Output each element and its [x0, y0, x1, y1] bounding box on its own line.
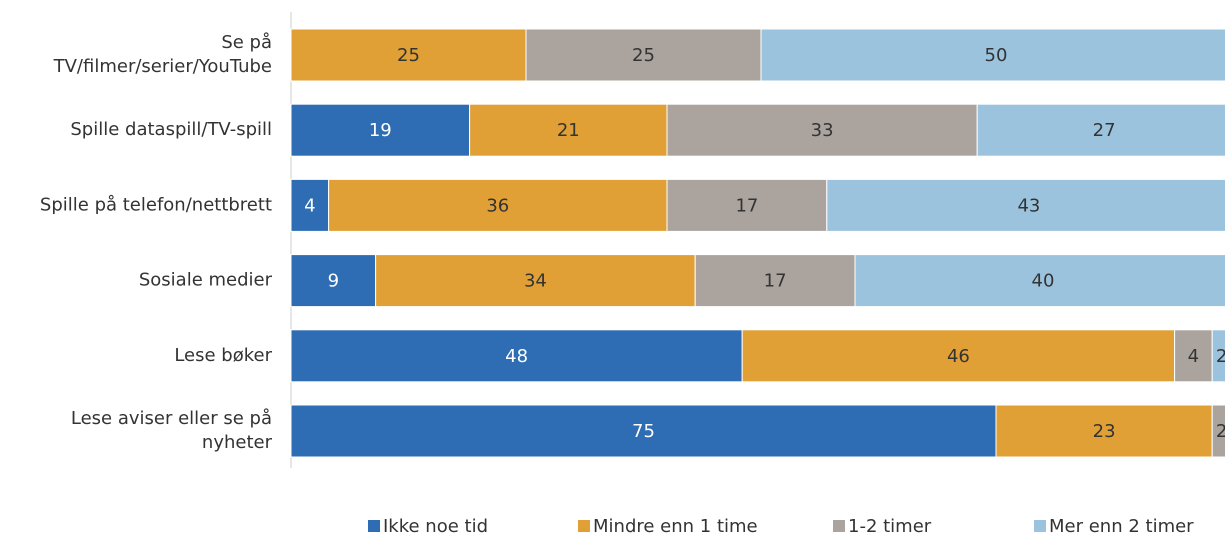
- legend-label: Mer enn 2 timer: [1049, 516, 1194, 537]
- bar-segment: [525, 28, 762, 82]
- bar-segment: [854, 254, 1225, 308]
- y-tick-label: Lese aviser eller se på nyheter: [71, 408, 273, 453]
- bar-segment: [290, 254, 377, 308]
- data-label: 17: [735, 195, 758, 216]
- legend-swatch: [833, 520, 845, 532]
- bar-segment: [1211, 329, 1225, 383]
- data-label: 43: [1017, 195, 1040, 216]
- legend-swatch: [1034, 520, 1046, 532]
- data-label: 50: [985, 45, 1008, 66]
- data-label: 75: [632, 421, 655, 442]
- legend-label: Mindre enn 1 time: [593, 516, 758, 537]
- y-tick-label: Lese bøker: [174, 345, 272, 366]
- bar-segment: [760, 28, 1225, 82]
- data-label: 17: [764, 271, 787, 292]
- data-label: 4: [304, 195, 315, 216]
- bar-segment: [666, 103, 978, 157]
- y-tick-label: Sosiale medier: [139, 270, 273, 291]
- bar-segment: [375, 254, 696, 308]
- bar-segment: [694, 254, 856, 308]
- data-label: 27: [1093, 120, 1116, 141]
- bar-segment: [290, 28, 527, 82]
- legend-swatch: [578, 520, 590, 532]
- data-label: 33: [811, 120, 834, 141]
- bar-segment: [976, 103, 1225, 157]
- bar-segment: [666, 178, 828, 232]
- y-tick-label: Spille dataspill/TV-spill: [70, 119, 272, 140]
- bar-segment: [290, 178, 330, 232]
- bar-segment: [290, 103, 471, 157]
- bar-segment: [1211, 404, 1225, 458]
- data-label: 46: [947, 346, 970, 367]
- bar-segment: [290, 404, 997, 458]
- data-label: 21: [557, 120, 580, 141]
- data-label: 4: [1188, 346, 1199, 367]
- legend-label: 1-2 timer: [848, 516, 932, 537]
- bar-segment: [741, 329, 1176, 383]
- data-label: 34: [524, 271, 547, 292]
- legend-label: Ikke noe tid: [383, 516, 488, 537]
- y-tick-label: Se på TV/filmer/serier/YouTube: [53, 32, 272, 77]
- data-label: 19: [369, 120, 392, 141]
- data-label: 25: [397, 45, 420, 66]
- data-label: 2: [1216, 421, 1225, 442]
- data-label: 36: [486, 195, 509, 216]
- data-label: 25: [632, 45, 655, 66]
- bar-segment: [826, 178, 1225, 232]
- y-tick-label: Spille på telefon/nettbrett: [40, 194, 272, 215]
- data-label: 2: [1216, 346, 1225, 367]
- data-label: 48: [505, 346, 528, 367]
- bar-segment: [469, 103, 668, 157]
- data-label: 40: [1032, 271, 1055, 292]
- bar-segment: [995, 404, 1213, 458]
- bar-segment: [328, 178, 668, 232]
- data-label: 23: [1093, 421, 1116, 442]
- data-label: 9: [328, 271, 339, 292]
- legend-swatch: [368, 520, 380, 532]
